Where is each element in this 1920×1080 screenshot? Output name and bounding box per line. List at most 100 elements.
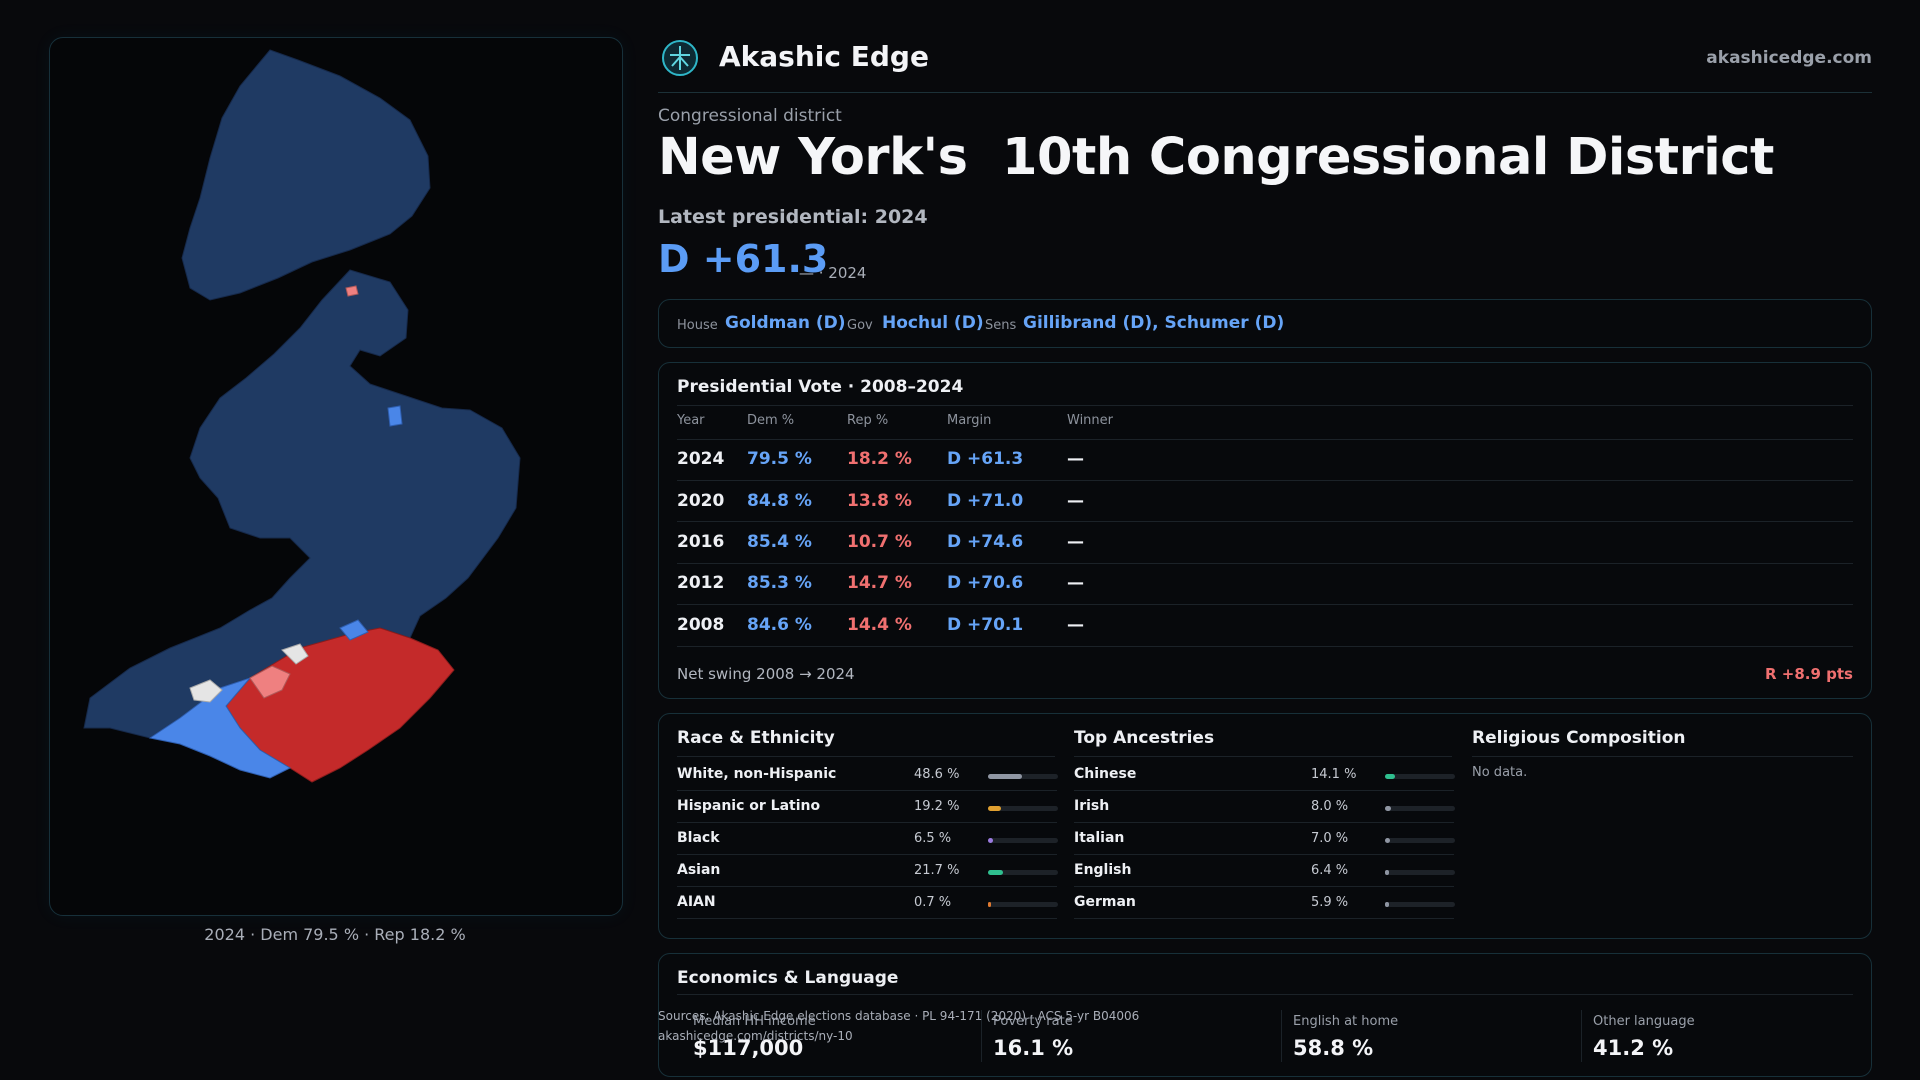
ancestry-title: Top Ancestries: [1074, 728, 1215, 748]
row-winner: —: [1067, 449, 1084, 469]
stat-label: English at home: [1293, 1014, 1399, 1029]
col-margin: Margin: [947, 413, 992, 428]
item-bar-fill: [988, 774, 1023, 779]
row-margin: D +74.6: [947, 532, 1024, 552]
map-region-manhattan: [181, 49, 431, 301]
item-label: Hispanic or Latino: [677, 798, 821, 814]
row-winner: —: [1067, 491, 1084, 511]
english-home-value: 58.8 %: [1293, 1036, 1374, 1060]
stat-label: Median HH income: [693, 1014, 816, 1029]
item-bar: [988, 774, 1058, 779]
row-year: 2008: [677, 615, 725, 635]
row-winner: —: [1067, 532, 1084, 552]
row-rep: 13.8 %: [847, 491, 912, 511]
item-bar-fill: [1385, 806, 1391, 811]
row-rep: 10.7 %: [847, 532, 912, 552]
site-header: Akashic Edge akashicedge.com: [658, 36, 1872, 93]
row-margin: D +71.0: [947, 491, 1024, 511]
row-margin: D +61.3: [947, 449, 1024, 469]
item-percent: 19.2 %: [914, 799, 960, 814]
sources-line: Sources: Akashic Edge elections database…: [658, 1009, 1140, 1023]
item-label: AIAN: [677, 894, 716, 910]
map-region-even: [189, 679, 223, 703]
row-dem: 84.6 %: [747, 615, 812, 635]
item-bar: [988, 902, 1058, 907]
religion-title: Religious Composition: [1472, 728, 1686, 748]
item-label: Italian: [1074, 830, 1125, 846]
brand-name[interactable]: Akashic Edge: [719, 40, 929, 73]
sources-url[interactable]: akashicedge.com/districts/ny-10: [658, 1029, 853, 1043]
economics-card: Economics & Language Median HH income $1…: [658, 953, 1872, 1077]
house-label: House: [677, 318, 718, 333]
item-bar: [988, 806, 1058, 811]
district-type-label: Congressional district: [658, 106, 842, 126]
district-map[interactable]: [49, 37, 623, 916]
row-year: 2016: [677, 532, 725, 552]
item-bar-fill: [1385, 902, 1390, 907]
row-dem: 85.4 %: [747, 532, 812, 552]
row-rep: 18.2 %: [847, 449, 912, 469]
senators-link[interactable]: Gillibrand (D), Schumer (D): [1023, 313, 1285, 333]
district-map-svg: [83, 49, 521, 783]
row-rep: 14.4 %: [847, 615, 912, 635]
map-region-even-2: [281, 643, 309, 665]
akashic-logo-icon[interactable]: [661, 39, 699, 77]
item-bar-fill: [1385, 870, 1390, 875]
religion-empty: No data.: [1472, 765, 1528, 780]
house-rep-link[interactable]: Goldman (D): [725, 313, 846, 333]
item-percent: 21.7 %: [914, 863, 960, 878]
sens-label: Sens: [985, 318, 1017, 333]
margin-value: D +61.3: [658, 237, 829, 281]
item-bar-fill: [988, 838, 993, 843]
item-bar-fill: [1385, 838, 1390, 843]
item-bar-fill: [988, 870, 1004, 875]
item-label: Asian: [677, 862, 721, 878]
row-margin: D +70.1: [947, 615, 1024, 635]
row-winner: —: [1067, 615, 1084, 635]
item-label: Chinese: [1074, 766, 1137, 782]
map-region-pink: [249, 665, 291, 699]
race-title: Race & Ethnicity: [677, 728, 835, 748]
sources-footer: Sources: Akashic Edge elections database…: [658, 1006, 1139, 1046]
item-percent: 7.0 %: [1311, 831, 1349, 846]
item-percent: 8.0 %: [1311, 799, 1349, 814]
col-rep: Rep %: [847, 413, 889, 428]
row-dem: 84.8 %: [747, 491, 812, 511]
demographics-card: Race & Ethnicity Top Ancestries Religiou…: [658, 713, 1872, 939]
median-income-value: $117,000: [693, 1036, 804, 1060]
row-dem: 79.5 %: [747, 449, 812, 469]
item-bar: [988, 870, 1058, 875]
governor-link[interactable]: Hochul (D): [882, 313, 984, 333]
col-dem: Dem %: [747, 413, 795, 428]
presidential-vote-card: Presidential Vote · 2008–2024 Year Dem %…: [658, 362, 1872, 699]
item-bar: [1385, 774, 1455, 779]
net-swing-value: R +8.9 pts: [1765, 665, 1853, 683]
item-label: German: [1074, 894, 1136, 910]
item-percent: 0.7 %: [914, 895, 952, 910]
item-bar: [988, 838, 1058, 843]
presidential-vote-title: Presidential Vote · 2008–2024: [677, 377, 964, 397]
item-label: Black: [677, 830, 720, 846]
stat-label: Other language: [1593, 1014, 1695, 1029]
item-percent: 6.4 %: [1311, 863, 1349, 878]
gov-label: Gov: [847, 318, 873, 333]
page-title: New York's 10th Congressional District: [658, 128, 1774, 187]
other-language-value: 41.2 %: [1593, 1036, 1674, 1060]
item-bar: [1385, 870, 1455, 875]
item-bar-fill: [988, 806, 1002, 811]
poverty-rate-value: 16.1 %: [993, 1036, 1074, 1060]
item-label: English: [1074, 862, 1132, 878]
item-bar: [1385, 806, 1455, 811]
economics-title: Economics & Language: [677, 968, 899, 988]
col-winner: Winner: [1067, 413, 1114, 428]
item-percent: 5.9 %: [1311, 895, 1349, 910]
row-winner: —: [1067, 573, 1084, 593]
map-region-blue-2: [339, 619, 369, 641]
item-bar-fill: [1385, 774, 1395, 779]
item-percent: 6.5 %: [914, 831, 952, 846]
col-year: Year: [677, 413, 705, 428]
item-label: Irish: [1074, 798, 1110, 814]
row-year: 2024: [677, 449, 725, 469]
item-bar-fill: [988, 902, 991, 907]
site-domain[interactable]: akashicedge.com: [1706, 48, 1872, 68]
